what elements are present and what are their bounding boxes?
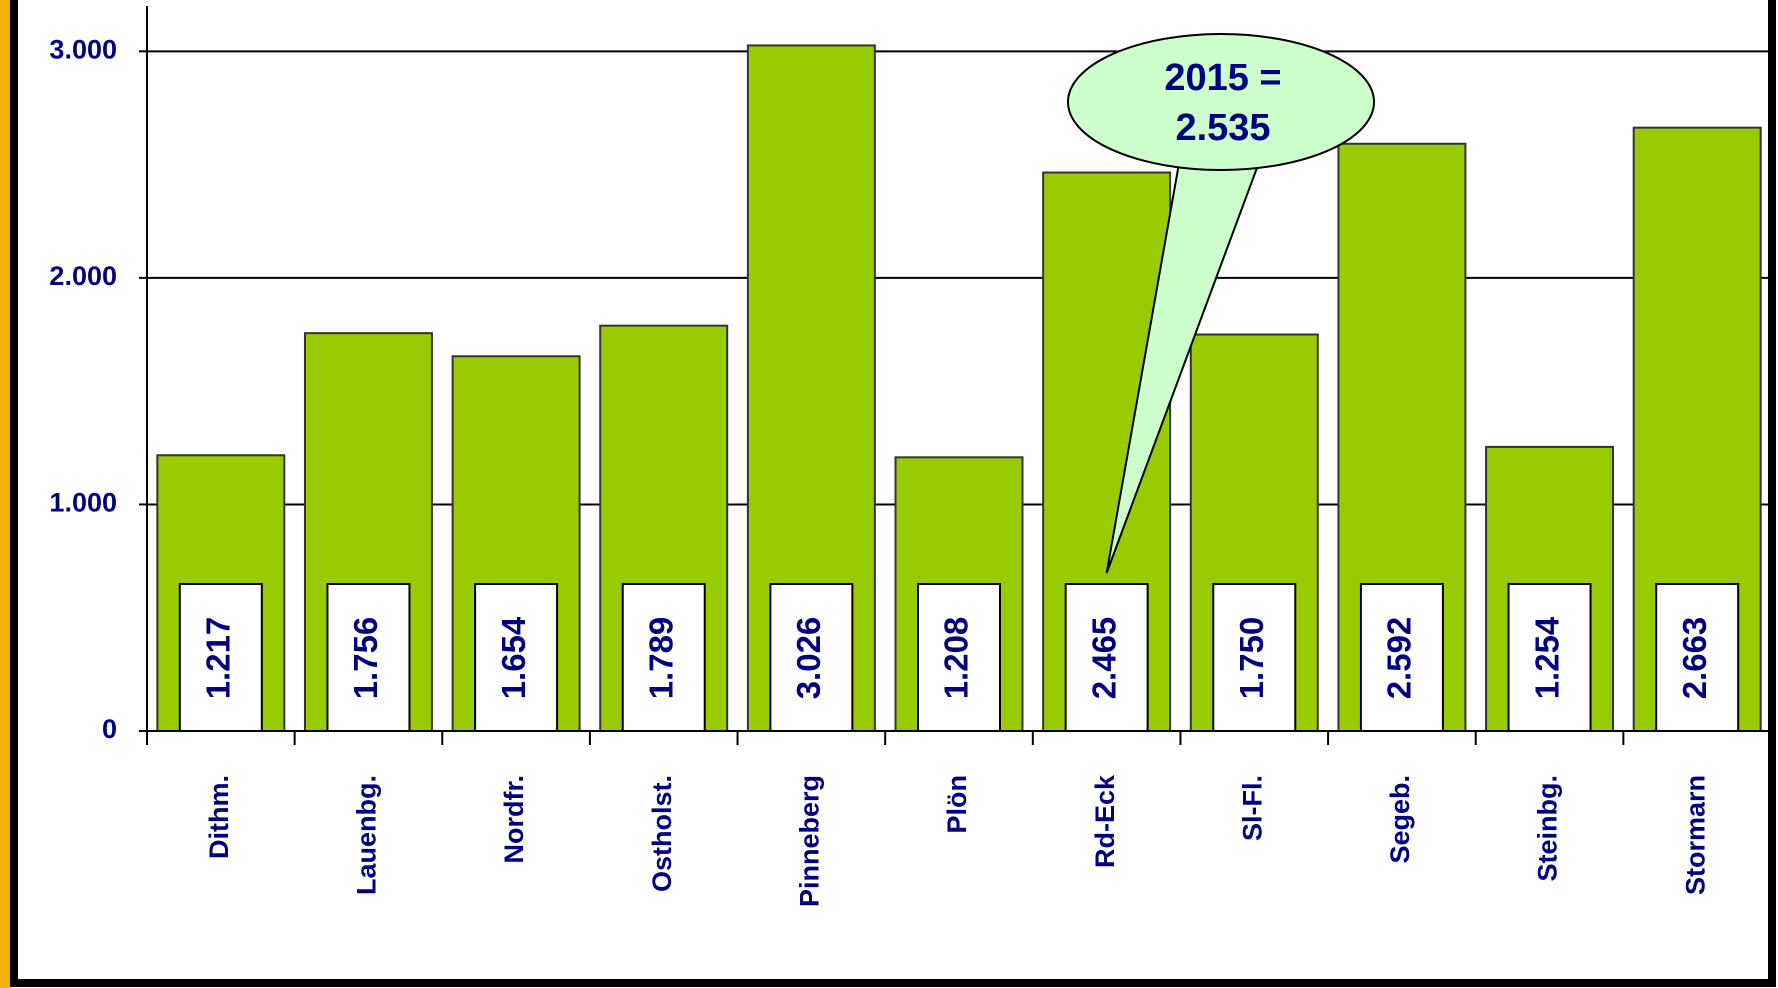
- value-label-box: [178, 583, 263, 732]
- x-tick-label: Sl-Fl.: [1237, 775, 1267, 841]
- value-label: 1.254: [1528, 616, 1565, 699]
- value-label-box: [1064, 583, 1149, 732]
- x-tick-label: Pinneberg: [794, 775, 824, 907]
- callout-join: [1182, 147, 1260, 157]
- value-label: 1.208: [938, 617, 975, 700]
- x-tick-label: Steinbg.: [1533, 775, 1563, 882]
- x-tick-label: Segeb.: [1385, 775, 1415, 864]
- x-tick-label: Stormarn: [1680, 775, 1710, 895]
- callout-bubble: [1067, 33, 1375, 171]
- value-label-box: [474, 583, 559, 732]
- value-label-box: [1359, 583, 1444, 732]
- y-tick-label: 1.000: [49, 488, 117, 518]
- value-label: 1.756: [347, 617, 384, 700]
- value-label-box: [769, 583, 854, 732]
- value-label-box: [917, 583, 1001, 732]
- value-label: 2.592: [1381, 617, 1418, 700]
- x-tick-label: Ostholst.: [647, 775, 677, 892]
- value-label: 1.217: [200, 617, 237, 700]
- value-label-box: [1655, 583, 1740, 732]
- value-label: 2.465: [1085, 617, 1122, 700]
- value-label: 1.789: [642, 617, 679, 700]
- value-label: 1.750: [1233, 617, 1270, 700]
- annotation: 2.535: [1175, 107, 1270, 149]
- x-tick-label: Rd-Eck: [1090, 774, 1120, 868]
- y-tick-label: 2.000: [49, 261, 117, 291]
- x-tick-label: Nordfr.: [499, 775, 529, 864]
- value-label-box: [1212, 583, 1297, 732]
- y-tick-label: 0: [102, 714, 117, 744]
- x-tick-label: Plön: [942, 775, 972, 834]
- value-label: 3.026: [790, 617, 827, 700]
- annotation: 2015 =: [1164, 57, 1281, 99]
- value-label-box: [326, 583, 411, 732]
- x-tick-label: Lauenbg.: [352, 775, 382, 895]
- frame: [10, 0, 1776, 987]
- y-tick-label: 3.000: [49, 34, 117, 64]
- value-label: 2.663: [1676, 617, 1713, 700]
- frame-accent: [0, 0, 10, 988]
- x-tick-label: Dithm.: [204, 775, 234, 859]
- value-label: 1.654: [495, 616, 532, 699]
- value-label-box: [1507, 583, 1592, 732]
